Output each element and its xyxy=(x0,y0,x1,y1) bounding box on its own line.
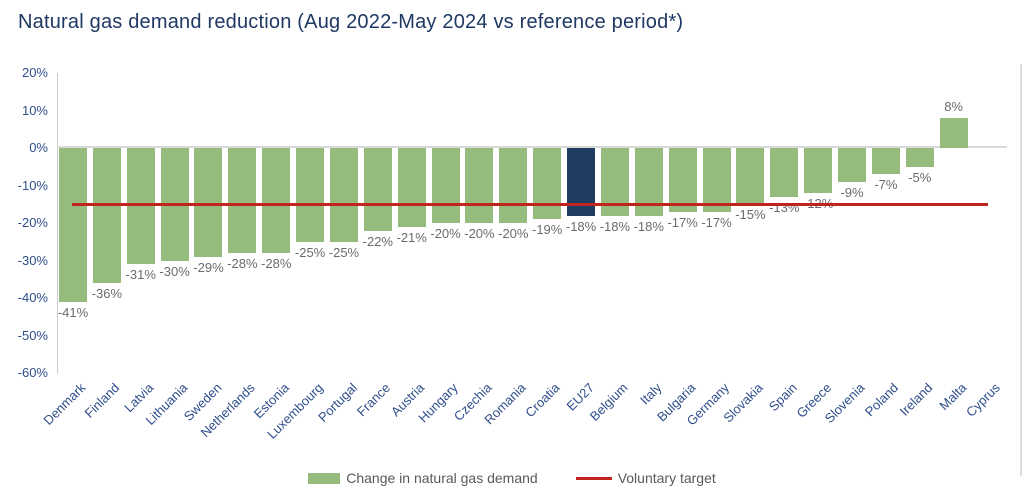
bar-spain xyxy=(770,148,799,197)
chart-title: Natural gas demand reduction (Aug 2022-M… xyxy=(18,11,684,33)
value-label: -15% xyxy=(735,207,766,223)
series-swatch xyxy=(308,472,341,484)
y-axis-tick-label: -20% xyxy=(17,215,48,230)
x-axis-label: France xyxy=(354,380,394,420)
bar-malta xyxy=(939,118,968,148)
value-label: -22% xyxy=(362,233,393,249)
value-label: -28% xyxy=(261,256,292,271)
x-axis-label: Italy xyxy=(636,380,665,408)
zero-gridline xyxy=(57,146,1007,148)
value-label: -17% xyxy=(701,214,732,230)
value-label: -29% xyxy=(193,259,224,275)
bar-luxembourg xyxy=(296,148,325,242)
value-label: -18% xyxy=(565,218,597,234)
value-label: -20% xyxy=(464,226,495,241)
y-axis-line xyxy=(57,73,58,374)
x-axis-label: Ireland xyxy=(896,380,936,419)
bar-latvia xyxy=(126,148,155,265)
value-label: -17% xyxy=(667,214,698,230)
y-axis-tick-label: 10% xyxy=(21,102,48,118)
bar-estonia xyxy=(262,148,291,253)
y-axis-tick-label: -40% xyxy=(17,290,48,305)
y-axis-tick-label: -50% xyxy=(17,327,48,343)
bar-france xyxy=(363,148,392,231)
value-label: -31% xyxy=(125,267,156,283)
value-label: -7% xyxy=(874,177,898,193)
x-axis-label: Croatia xyxy=(522,380,563,421)
plot-right-border xyxy=(1020,64,1022,476)
value-label: -18% xyxy=(633,218,664,234)
value-label: -30% xyxy=(159,263,190,279)
y-axis-tick-label: -10% xyxy=(17,177,48,193)
target-line xyxy=(72,202,988,206)
bar-denmark xyxy=(59,148,87,302)
value-label: -28% xyxy=(227,256,258,271)
y-axis-tick-label: -30% xyxy=(17,252,48,268)
value-label: -19% xyxy=(531,222,563,238)
y-axis-tick-label: 20% xyxy=(21,65,48,80)
bar-romania xyxy=(499,148,528,223)
value-label: -36% xyxy=(91,286,123,301)
legend-item-target: Voluntary target xyxy=(575,470,716,486)
value-label: -41% xyxy=(57,304,89,320)
bar-slovakia xyxy=(736,148,765,205)
bar-ireland xyxy=(905,148,934,167)
bar-poland xyxy=(871,148,900,175)
bar-portugal xyxy=(329,148,358,242)
value-label: -20% xyxy=(430,226,461,241)
value-label: -20% xyxy=(498,226,529,241)
bar-greece xyxy=(804,148,833,193)
bar-germany xyxy=(702,148,731,212)
value-label: -5% xyxy=(908,169,932,185)
y-axis-tick-label: 0% xyxy=(29,140,48,155)
x-axis-label: Denmark xyxy=(40,380,89,428)
bar-austria xyxy=(397,148,426,227)
bar-sweden xyxy=(194,148,223,257)
bar-bulgaria xyxy=(668,148,697,212)
value-label: 8% xyxy=(944,99,963,114)
target-label: Voluntary target xyxy=(617,470,716,486)
value-label: -25% xyxy=(328,244,360,260)
target-swatch xyxy=(575,476,612,480)
bar-croatia xyxy=(533,148,562,220)
value-label: -9% xyxy=(840,184,864,200)
value-label: -18% xyxy=(599,218,631,234)
bar-finland xyxy=(92,148,121,283)
x-axis-label: Cyprus xyxy=(963,380,1004,420)
x-axis-label: Finland xyxy=(81,380,123,421)
value-label: -25% xyxy=(294,244,326,260)
legend: Change in natural gas demand Voluntary t… xyxy=(0,470,1024,486)
bar-slovenia xyxy=(838,148,866,182)
value-label: -21% xyxy=(396,229,427,245)
x-axis-label: Poland xyxy=(862,380,902,420)
legend-item-series: Change in natural gas demand xyxy=(308,470,538,486)
bar-netherlands xyxy=(228,148,257,253)
bar-hungary xyxy=(431,148,460,223)
y-axis-tick-label: -60% xyxy=(17,365,48,380)
series-label: Change in natural gas demand xyxy=(346,470,538,486)
bar-czechia xyxy=(465,148,494,223)
